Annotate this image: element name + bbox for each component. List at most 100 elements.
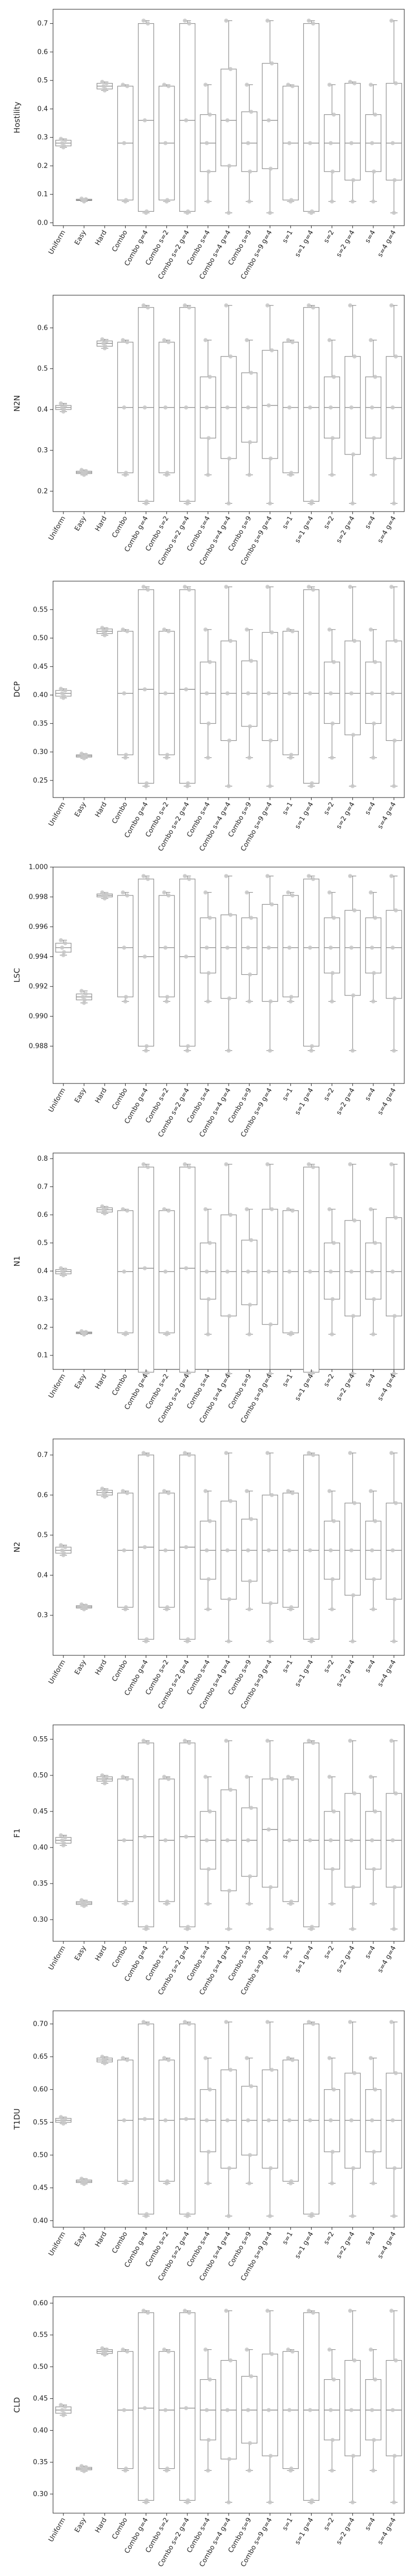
data-point (83, 753, 88, 757)
box-hard (96, 1773, 113, 1786)
data-point (311, 1453, 316, 1458)
data-point (227, 1048, 231, 1053)
data-point (369, 338, 373, 343)
data-point (290, 893, 295, 898)
y-axis-label: N2 (12, 1542, 22, 1553)
data-point (207, 170, 211, 174)
data-point (207, 1577, 211, 1582)
data-point (329, 945, 333, 950)
data-point (349, 945, 354, 950)
data-point (269, 2352, 274, 2357)
box-combo-g-4 (138, 585, 154, 788)
data-point (63, 1267, 67, 1272)
data-point (332, 1809, 336, 1814)
box-combo-s-9-g-4 (262, 19, 278, 215)
x-tick-label: Hard (94, 2517, 109, 2534)
data-point (332, 659, 336, 664)
data-point (389, 2020, 394, 2024)
data-point (122, 2118, 127, 2123)
data-point (163, 1269, 168, 1274)
data-point (351, 1593, 355, 1598)
data-point (124, 470, 128, 475)
data-point (290, 84, 295, 89)
data-point (204, 2408, 209, 2412)
y-tick-label: 0.55 (33, 2331, 48, 2339)
data-point (184, 1266, 188, 1270)
data-point (308, 2118, 313, 2123)
data-point (227, 2166, 232, 2171)
data-point (83, 992, 88, 996)
data-point (164, 999, 169, 1004)
data-point (249, 1238, 253, 1243)
data-point (146, 21, 150, 26)
box-s-2-g-4 (345, 79, 361, 204)
data-point (104, 1206, 109, 1210)
data-point (187, 2022, 192, 2026)
x-tick-label: Combo (111, 1087, 129, 1111)
x-tick-label: s=2 (322, 1373, 336, 1388)
data-point (287, 1838, 291, 1842)
y-tick-label: 0.70 (33, 2020, 48, 2028)
y-tick-label: 0.7 (37, 1183, 48, 1191)
data-point (330, 1607, 334, 1612)
data-point (289, 1605, 294, 1609)
x-tick-label: s=4 (364, 1087, 377, 1103)
x-tick-label: Uniform (47, 515, 67, 542)
data-point (228, 639, 233, 643)
data-point (393, 81, 398, 86)
data-point (370, 2118, 374, 2123)
y-tick-label: 0.2 (37, 487, 48, 495)
y-tick-label: 0.55 (33, 1736, 48, 1743)
data-point (245, 890, 249, 895)
data-point (184, 2406, 188, 2411)
x-tick-label: Hard (94, 1373, 109, 1391)
x-tick-label: s=1 g=4 (294, 1945, 315, 1974)
box-s-2 (323, 1774, 340, 1906)
box-body (365, 917, 382, 974)
data-point (166, 84, 171, 89)
data-point (348, 2309, 352, 2313)
box-body (323, 917, 340, 974)
data-point (60, 1838, 64, 1842)
box-combo-s-4-g-4 (220, 874, 237, 1053)
box-hard (96, 2346, 113, 2357)
data-point (63, 1835, 67, 1840)
data-point (101, 629, 106, 634)
data-point (286, 1774, 290, 1779)
data-point (224, 1738, 229, 1743)
data-point (185, 1044, 190, 1048)
data-point (166, 1208, 171, 1213)
x-tick-label: s=2 (322, 515, 336, 531)
data-point (224, 303, 229, 308)
data-point (370, 1838, 374, 1842)
data-point (125, 2058, 130, 2062)
data-point (332, 916, 336, 920)
data-point (289, 1331, 294, 1335)
box-combo-s-4-g-4 (220, 1162, 237, 1376)
data-point (144, 1044, 149, 1048)
data-point (227, 456, 232, 461)
y-tick-label: 0.4 (37, 406, 48, 414)
x-tick-label: s=1 (281, 2231, 295, 2246)
data-point (266, 2118, 271, 2123)
data-point (246, 1269, 250, 1274)
data-point (63, 2404, 67, 2409)
data-point (327, 2347, 332, 2352)
box-uniform (55, 1543, 72, 1557)
box-combo-s-9 (241, 82, 258, 204)
box-easy (76, 751, 92, 760)
x-tick-label: Easy (73, 1372, 88, 1390)
data-point (184, 118, 188, 123)
box-s-2 (323, 627, 340, 760)
data-point (62, 950, 66, 955)
data-point (228, 912, 233, 917)
box-s-1 (282, 627, 299, 760)
data-point (391, 2500, 396, 2504)
data-point (207, 1297, 211, 1301)
data-point (350, 2214, 355, 2218)
data-point (348, 79, 352, 84)
data-point (166, 893, 171, 898)
box-body (220, 1214, 237, 1316)
box-combo-s-2-g-4 (179, 2309, 196, 2504)
data-point (205, 2181, 210, 2185)
